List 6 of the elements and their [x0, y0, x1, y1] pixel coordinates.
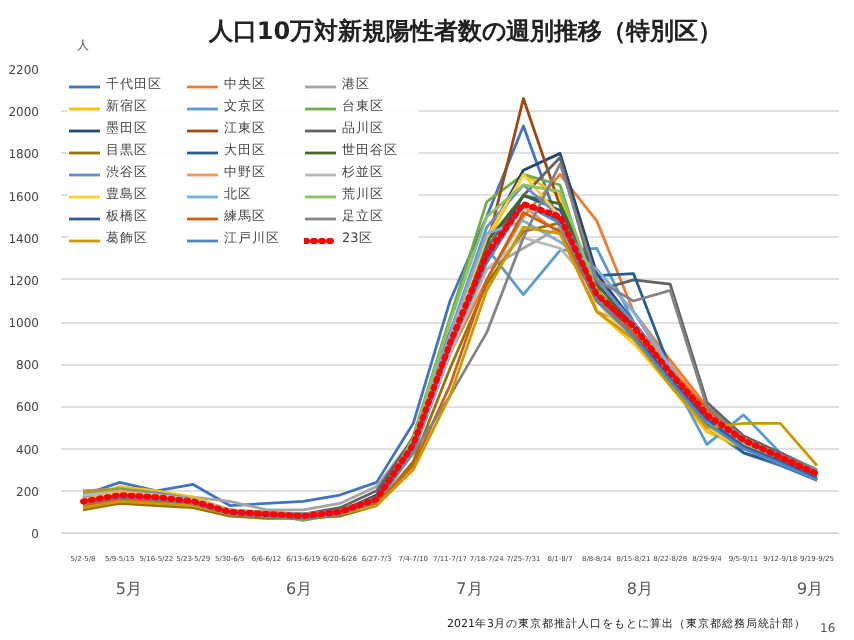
text: 7月: [456, 580, 483, 598]
text: 5月: [115, 580, 142, 598]
text: 6月: [286, 580, 313, 598]
text: 9月: [796, 580, 824, 598]
chart-title: 人口10万対新規陽性者数の週別推移（特別区）: [206, 17, 723, 45]
text: 8月: [626, 580, 653, 598]
